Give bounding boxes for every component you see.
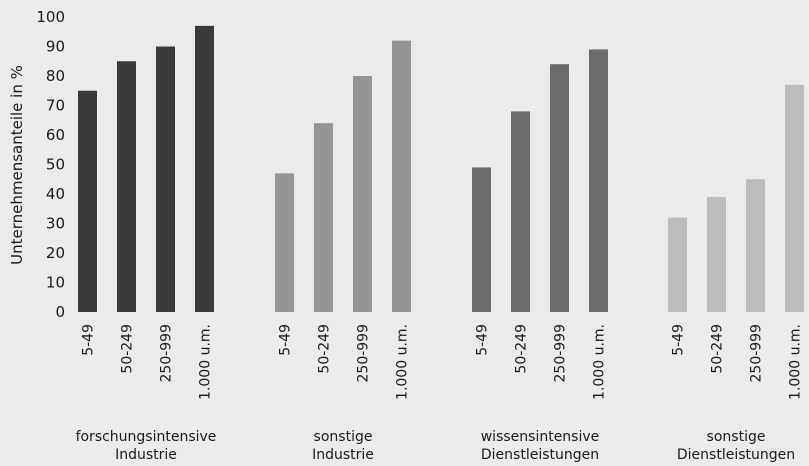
group-label: Industrie xyxy=(312,447,374,463)
group-label: forschungsintensive xyxy=(76,429,217,445)
category-label: 250-999 xyxy=(553,324,569,383)
category-label: 5-49 xyxy=(81,324,97,356)
bar xyxy=(117,61,136,312)
bar xyxy=(668,217,687,312)
category-label: 1.000 u.m. xyxy=(788,324,804,400)
bar xyxy=(707,196,726,312)
y-axis-title: Unternehmensanteile in % xyxy=(8,65,26,265)
group-label: Dienstleistungen xyxy=(481,447,599,463)
y-tick-label: 50 xyxy=(46,156,65,174)
category-label: 50-249 xyxy=(317,324,333,374)
bar xyxy=(353,76,372,312)
group-labels: forschungsintensive Industrie sonstige Indu… xyxy=(76,429,796,463)
category-label: 1.000 u.m. xyxy=(395,324,411,400)
group-label: Dienstleistungen xyxy=(677,447,795,463)
category-label: 50-249 xyxy=(120,324,136,374)
y-tick-label: 40 xyxy=(46,185,65,203)
y-tick-label: 100 xyxy=(36,8,65,26)
category-label: 250-999 xyxy=(749,324,765,383)
category-labels: 5-49 50-249 250-999 1.000 u.m. 5-49 50-249 250… xyxy=(81,324,804,400)
y-tick-label: 70 xyxy=(46,97,65,115)
category-label: 1.000 u.m. xyxy=(198,324,214,400)
y-tick-label: 90 xyxy=(46,38,65,56)
y-tick-label: 30 xyxy=(46,215,65,233)
y-axis-ticks: 0 10 20 30 40 50 60 70 80 90 100 xyxy=(36,8,65,321)
y-tick-label: 10 xyxy=(46,274,65,292)
category-label: 1.000 u.m. xyxy=(592,324,608,400)
bar xyxy=(511,111,530,313)
y-tick-label: 80 xyxy=(46,67,65,85)
category-label: 250-999 xyxy=(356,324,372,383)
bar xyxy=(785,84,804,312)
group-label: Industrie xyxy=(115,447,177,463)
bar xyxy=(314,123,333,312)
bar xyxy=(589,49,608,312)
group-label: sonstige xyxy=(314,429,373,445)
category-label: 5-49 xyxy=(278,324,294,356)
bars xyxy=(78,25,804,313)
y-tick-label: 60 xyxy=(46,126,65,144)
category-label: 5-49 xyxy=(475,324,491,356)
bar xyxy=(472,167,491,312)
bar xyxy=(195,25,214,312)
category-label: 5-49 xyxy=(671,324,687,356)
bar xyxy=(78,90,97,312)
category-label: 250-999 xyxy=(159,324,175,383)
bar xyxy=(550,64,569,312)
group-label: wissensintensive xyxy=(481,429,600,445)
category-label: 50-249 xyxy=(710,324,726,374)
y-tick-label: 0 xyxy=(55,303,65,321)
group-label: sonstige xyxy=(707,429,766,445)
bar xyxy=(746,179,765,312)
category-label: 50-249 xyxy=(514,324,530,374)
bar xyxy=(392,40,411,312)
bar xyxy=(156,46,175,312)
bar xyxy=(275,173,294,312)
y-tick-label: 20 xyxy=(46,244,65,262)
